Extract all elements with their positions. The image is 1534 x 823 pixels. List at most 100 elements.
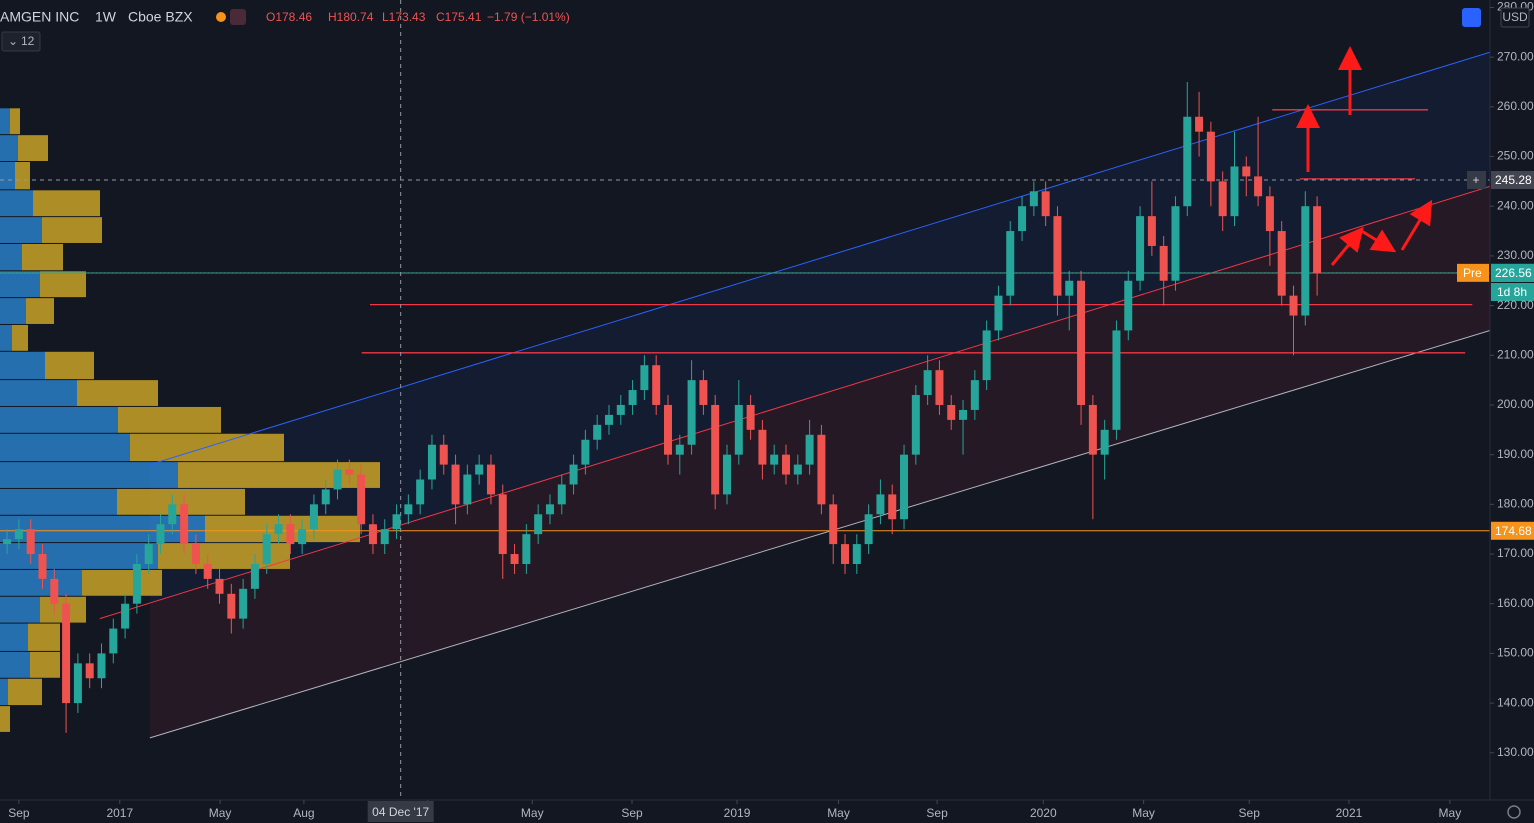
profile-up	[0, 623, 28, 651]
candle-body	[1195, 116, 1204, 132]
profile-down	[118, 406, 221, 433]
candle-body	[1065, 280, 1074, 296]
flag-icon[interactable]	[230, 9, 246, 25]
candle-body	[309, 504, 318, 530]
candle-body	[805, 434, 814, 465]
candle-body	[97, 653, 106, 679]
candle-body	[852, 544, 861, 564]
gear-icon[interactable]	[1507, 805, 1521, 819]
candle-body	[628, 390, 637, 405]
profile-up	[0, 543, 158, 569]
y-tick-label: 130.00	[1497, 745, 1534, 759]
price-label: 226.56	[1495, 266, 1532, 280]
x-tick-label: Sep	[621, 806, 643, 820]
interval: 1W	[95, 9, 117, 25]
profile-down	[8, 678, 42, 706]
candle-body	[168, 504, 177, 525]
candle-body	[14, 529, 23, 540]
x-tick-label: Sep	[926, 806, 948, 820]
profile-down	[40, 271, 86, 298]
candles-layer	[3, 81, 1322, 733]
x-tick-label: May	[827, 806, 850, 820]
candle-body	[1313, 206, 1322, 273]
candle-body	[416, 479, 425, 505]
profile-down	[82, 569, 162, 596]
candle-body	[1206, 131, 1215, 182]
currency-button[interactable]	[1500, 7, 1530, 28]
x-tick-label: May	[1132, 806, 1155, 820]
candle-body	[959, 409, 968, 420]
candle-body	[652, 365, 661, 405]
candle-body	[1136, 216, 1145, 281]
profile-up	[0, 462, 178, 488]
profile-down	[178, 462, 380, 488]
ohlc-change: −1.79 (−1.01%)	[487, 10, 570, 24]
candle-body	[156, 524, 165, 545]
candle-body	[545, 504, 554, 515]
candle-body	[604, 414, 613, 425]
candle-body	[298, 529, 307, 545]
y-tick-label: 140.00	[1497, 695, 1534, 709]
candle-body	[829, 504, 838, 545]
candle-body	[758, 429, 767, 465]
candle-body	[26, 529, 35, 555]
session-icon[interactable]	[216, 12, 226, 22]
candle-body	[333, 469, 342, 490]
profile-up	[0, 108, 10, 135]
candle-body	[1171, 206, 1180, 281]
profile-down	[15, 161, 30, 190]
arrow	[1359, 228, 1397, 253]
candle-body	[1183, 116, 1192, 207]
candle-body	[1088, 404, 1097, 455]
candle-body	[900, 454, 909, 520]
candle-body	[687, 380, 696, 445]
candle-body	[85, 663, 94, 679]
profile-down	[22, 243, 63, 271]
price-tag-box	[1457, 263, 1489, 282]
candle-body	[1053, 216, 1062, 296]
candle-body	[427, 444, 436, 480]
x-tick-label: Sep	[1239, 806, 1261, 820]
candle-body	[699, 380, 708, 405]
candle-body	[640, 365, 649, 391]
y-tick-label: 260.00	[1497, 99, 1534, 113]
settings-button[interactable]	[1462, 8, 1481, 27]
candle-body	[557, 484, 566, 505]
profile-down	[28, 623, 60, 651]
profile-up	[0, 380, 77, 406]
candle-body	[132, 563, 141, 604]
x-tick-label: 2017	[106, 806, 133, 820]
indicator-box[interactable]	[1, 31, 41, 52]
indicator-toggle[interactable]: ⌄	[8, 34, 18, 48]
candle-body	[451, 464, 460, 505]
x-tick-label: Aug	[293, 806, 314, 820]
candle-body	[723, 454, 732, 495]
candle-body	[1029, 191, 1038, 207]
price-label-box	[1491, 170, 1534, 189]
candle-body	[876, 494, 885, 515]
candle-body	[38, 554, 47, 579]
candle-body	[144, 544, 153, 564]
countdown: 1d 8h	[1497, 285, 1527, 299]
candle-body	[1301, 206, 1310, 316]
candle-body	[227, 593, 236, 619]
crosshair-plus-icon: +	[1472, 173, 1479, 187]
profile-up	[0, 190, 33, 217]
price-axis	[1490, 0, 1534, 823]
candle-body	[782, 454, 791, 475]
arrows	[1296, 46, 1433, 266]
arrow	[1330, 226, 1364, 266]
candle-body	[994, 295, 1003, 331]
candle-body	[770, 454, 779, 465]
ohlc-high: H180.74	[328, 10, 374, 24]
candle-body	[475, 464, 484, 475]
candle-body	[262, 534, 271, 564]
profile-up	[0, 678, 8, 706]
candle-body	[109, 628, 118, 654]
profile-down	[10, 108, 20, 135]
candle-body	[675, 444, 684, 455]
y-tick-label: 230.00	[1497, 248, 1534, 262]
